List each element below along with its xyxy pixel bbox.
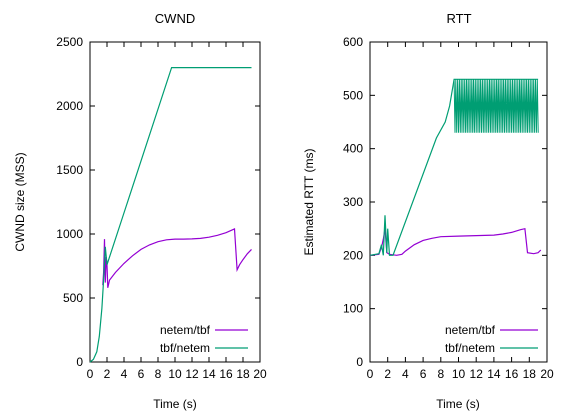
rtt-x-tick-label: 2: [384, 367, 391, 381]
rtt-y-ticks: 0 100 200 300 400 500 600: [343, 35, 547, 369]
cwnd-x-tick-label: 2: [104, 367, 111, 381]
rtt-legend-label-tbf-netem: tbf/netem: [445, 341, 495, 355]
cwnd-y-ticks: 0 500 1000 1500 2000 2500: [56, 35, 260, 369]
rtt-plot-frame: [369, 41, 548, 363]
rtt-y-tick-label: 300: [343, 195, 363, 209]
cwnd-x-tick-label: 14: [202, 367, 216, 381]
rtt-x-tick-label: 4: [402, 367, 409, 381]
rtt-y-tick-label: 200: [343, 248, 363, 262]
cwnd-x-tick-label: 18: [236, 367, 250, 381]
cwnd-x-tick-label: 8: [155, 367, 162, 381]
cwnd-x-tick-label: 6: [138, 367, 145, 381]
rtt-x-tick-label: 8: [437, 367, 444, 381]
cwnd-series: [89, 67, 252, 363]
rtt-x-tick-label: 18: [523, 367, 537, 381]
cwnd-x-tick-label: 20: [253, 367, 267, 381]
rtt-legend-label-netem-tbf: netem/tbf: [445, 323, 496, 337]
rtt-y-tick-label: 400: [343, 142, 363, 156]
rtt-x-tick-label: 14: [487, 367, 501, 381]
rtt-legend: netem/tbf tbf/netem: [445, 323, 538, 355]
rtt-series: [369, 78, 542, 256]
cwnd-legend-label-netem-tbf: netem/tbf: [160, 323, 211, 337]
rtt-x-tick-label: 12: [470, 367, 484, 381]
rtt-x-tick-label: 20: [540, 367, 554, 381]
rtt-y-tick-label: 0: [356, 355, 363, 369]
rtt-series-tbf-netem-oscillation: [453, 79, 539, 133]
cwnd-x-tick-label: 12: [185, 367, 199, 381]
cwnd-x-ticks: 0 2 4 6 8 10 12 14 16 18 20: [87, 42, 267, 381]
cwnd-x-tick-label: 10: [168, 367, 182, 381]
cwnd-y-tick-label: 1000: [56, 227, 83, 241]
rtt-x-tick-label: 6: [420, 367, 427, 381]
rtt-x-tick-label: 16: [505, 367, 519, 381]
cwnd-x-tick-label: 4: [121, 367, 128, 381]
cwnd-y-tick-label: 1500: [56, 163, 83, 177]
rtt-x-tick-label: 0: [367, 367, 374, 381]
rtt-x-axis-label: Time (s): [436, 397, 480, 411]
cwnd-legend: netem/tbf tbf/netem: [160, 323, 248, 355]
rtt-y-tick-label: 100: [343, 302, 363, 316]
rtt-y-tick-label: 500: [343, 88, 363, 102]
rtt-series-tbf-netem-line: [369, 78, 539, 256]
rtt-y-tick-label: 600: [343, 35, 363, 49]
cwnd-x-axis-label: Time (s): [153, 397, 197, 411]
cwnd-x-tick-label: 0: [87, 367, 94, 381]
rtt-x-ticks: 0 2 4 6 8 10 12 14 16 18 20: [367, 42, 554, 381]
cwnd-y-axis-label: CWND size (MSS): [13, 152, 27, 251]
cwnd-chart-title: CWND: [155, 11, 195, 26]
cwnd-x-tick-label: 16: [219, 367, 233, 381]
cwnd-y-tick-label: 0: [76, 355, 83, 369]
cwnd-series-tbf-netem-line: [89, 67, 252, 363]
rtt-chart-title: RTT: [446, 11, 471, 26]
cwnd-y-tick-label: 2500: [56, 35, 83, 49]
cwnd-plot-frame: [89, 41, 261, 363]
cwnd-legend-label-tbf-netem: tbf/netem: [160, 341, 210, 355]
rtt-y-axis-label: Estimated RTT (ms): [302, 149, 316, 256]
rtt-series-netem-tbf-line: [369, 227, 542, 256]
rtt-x-tick-label: 10: [452, 367, 466, 381]
cwnd-series-netem-tbf-line: [102, 227, 252, 288]
cwnd-y-tick-label: 500: [63, 291, 83, 305]
cwnd-y-tick-label: 2000: [56, 99, 83, 113]
